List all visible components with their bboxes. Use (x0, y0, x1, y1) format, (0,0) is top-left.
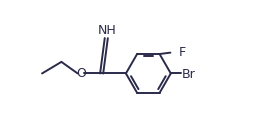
Text: Br: Br (182, 68, 196, 81)
Text: NH: NH (98, 24, 117, 37)
Text: O: O (76, 67, 86, 80)
Text: F: F (179, 46, 186, 59)
